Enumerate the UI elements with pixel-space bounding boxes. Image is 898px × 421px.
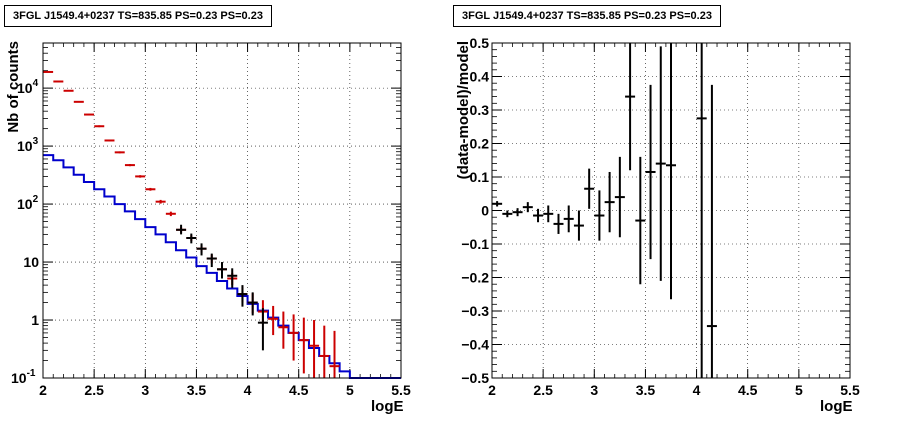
x-tick-label: 4.5 <box>738 382 758 398</box>
y-tick-label: −0.4 <box>461 337 489 353</box>
x-tick-label: 3 <box>590 382 598 398</box>
right-chart-title: 3FGL J1549.4+0237 TS=835.85 PS=0.23 PS=0… <box>453 5 721 27</box>
x-tick-label: 2.5 <box>533 382 553 398</box>
x-tick-label: 2 <box>39 382 47 398</box>
x-tick-label: 5.5 <box>391 382 411 398</box>
y-tick-label: 10 <box>23 254 39 270</box>
y-tick-label: 0.2 <box>470 136 490 152</box>
y-tick-exponent: 3 <box>33 136 39 147</box>
x-tick-label: 3 <box>141 382 149 398</box>
y-tick-exponent: 2 <box>33 194 39 205</box>
plot-border <box>491 42 851 379</box>
y-tick-exponent: -1 <box>27 368 36 379</box>
plot-frame <box>42 42 402 379</box>
y-axis-label: Nb of counts <box>5 41 22 133</box>
y-tick-label: −0.2 <box>461 270 489 286</box>
x-tick-label: 4 <box>244 382 252 398</box>
y-tick-label: 0.3 <box>470 102 490 118</box>
x-axis-label: logE <box>820 398 853 415</box>
y-tick-label: 1 <box>31 312 39 328</box>
plot-border <box>42 42 402 379</box>
y-tick-label: 0.4 <box>470 69 490 85</box>
y-tick-label: −0.5 <box>461 370 489 386</box>
x-axis-label: logE <box>371 398 404 415</box>
x-tick-label: 3.5 <box>636 382 656 398</box>
x-tick-label: 3.5 <box>187 382 207 398</box>
y-tick-label: 0.1 <box>470 169 490 185</box>
x-tick-label: 4 <box>693 382 701 398</box>
residuals-panel: 2 2.5 3 3.5 4 4.5 5 5.5 −0.5 −0.4 −0.3 −0.2 −0.1 0 0.1… <box>455 35 860 415</box>
x-tick-label: 5 <box>346 382 354 398</box>
y-tick-label: −0.3 <box>461 303 489 319</box>
y-tick-label: 10-1 <box>11 368 36 386</box>
y-tick-label: 103 <box>17 136 39 154</box>
x-tick-label: 5.5 <box>840 382 860 398</box>
x-tick-label: 2 <box>488 382 496 398</box>
y-tick-label: 0 <box>481 203 489 219</box>
y-axis-label: (data-model)/model <box>455 41 472 179</box>
y-tick-exponent: 4 <box>33 78 39 89</box>
y-tick-label: 102 <box>17 194 39 212</box>
x-tick-label: 2.5 <box>84 382 104 398</box>
y-tick-label: 0.5 <box>470 35 490 51</box>
x-tick-label: 4.5 <box>289 382 309 398</box>
y-tick-label: −0.1 <box>461 236 489 252</box>
left-chart-title: 3FGL J1549.4+0237 TS=835.85 PS=0.23 PS=0… <box>4 5 272 27</box>
x-tick-label: 5 <box>795 382 803 398</box>
